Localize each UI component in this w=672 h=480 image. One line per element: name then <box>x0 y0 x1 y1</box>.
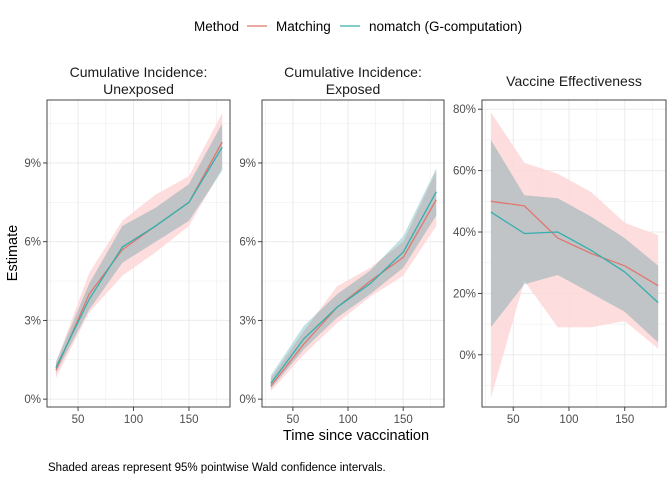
series-line-matching <box>270 199 437 387</box>
panel-1: 0% 3% 6% 9% 50 100 150 Cumulative Incidence:Une… <box>24 64 231 426</box>
legend-label-nomatch: nomatch (G-computation) <box>369 19 522 34</box>
panel-title: Exposed <box>326 81 380 97</box>
y-axis-label: Estimate <box>5 225 21 281</box>
y-tick-label: 3% <box>239 315 256 327</box>
y-tick-label: 0% <box>24 394 41 406</box>
series-line-nomatch <box>490 211 659 304</box>
y-tick-label: 6% <box>24 237 41 249</box>
y-tick-label: 20% <box>453 288 476 300</box>
ci-ribbon-nomatch <box>55 123 223 373</box>
series-line-nomatch <box>270 191 437 384</box>
y-tick-label: 60% <box>453 166 476 178</box>
x-tick-label: 150 <box>179 414 198 426</box>
panel-title: Vaccine Effectiveness <box>506 73 642 89</box>
ci-ribbon-nomatch <box>270 168 437 389</box>
y-tick-label: 40% <box>453 227 476 239</box>
x-axis-label: Time since vaccination <box>283 428 429 444</box>
y-tick-label: 9% <box>239 158 256 170</box>
y-tick-label: 80% <box>453 104 476 116</box>
x-tick-label: 150 <box>394 414 413 426</box>
x-tick-label: 50 <box>72 414 85 426</box>
y-tick-label: 0% <box>239 394 256 406</box>
x-tick-label: 100 <box>124 414 143 426</box>
y-tick-label: 6% <box>239 237 256 249</box>
y-tick-label: 3% <box>24 315 41 327</box>
y-tick-label: 9% <box>24 158 41 170</box>
series-line-nomatch <box>55 146 223 368</box>
y-tick-label: 0% <box>459 350 476 362</box>
panel-title: Cumulative Incidence: <box>284 64 422 80</box>
x-tick-label: 150 <box>615 414 634 426</box>
legend: Method Matching nomatch (G-computation) <box>194 19 522 34</box>
legend-label-matching: Matching <box>276 19 331 34</box>
panel-2: 0% 3% 6% 9% 50 100 150 Cumulative Incidence:Exp… <box>239 64 445 426</box>
panel-border <box>481 99 667 408</box>
x-tick-label: 100 <box>559 414 578 426</box>
panel-title: Cumulative Incidence: <box>70 64 208 80</box>
panel-border <box>261 99 445 408</box>
x-tick-label: 100 <box>338 414 357 426</box>
x-tick-label: 50 <box>286 414 299 426</box>
caption: Shaded areas represent 95% pointwise Wal… <box>48 462 386 474</box>
panel-3: 0% 20% 40% 60% 80% 50 100 150 Vaccine Effectiven… <box>453 73 667 426</box>
x-tick-label: 50 <box>507 414 520 426</box>
series-line-matching <box>490 200 659 287</box>
legend-title: Method <box>194 19 239 34</box>
panel-border <box>46 99 231 408</box>
panel-title: Unexposed <box>103 81 174 97</box>
